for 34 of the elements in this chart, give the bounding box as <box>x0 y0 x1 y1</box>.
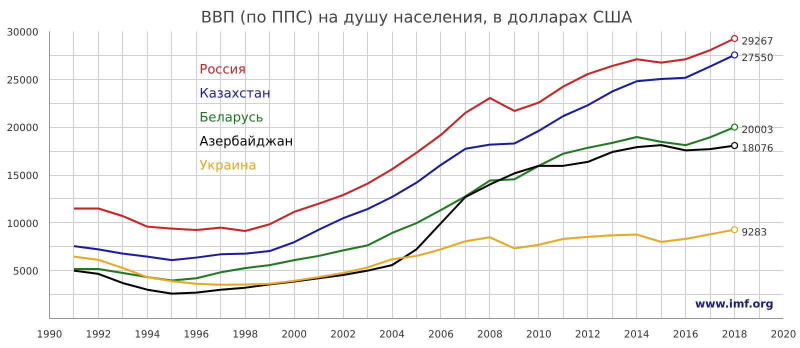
data-label: 20003 <box>742 125 774 136</box>
y-tick-label: 15000 <box>6 171 38 182</box>
y-tick-label: 20000 <box>6 123 38 134</box>
y-tick-label: 30000 <box>6 28 38 38</box>
x-tick-label: 2008 <box>477 330 503 340</box>
y-tick-label: 25000 <box>6 75 38 86</box>
x-tick-label: 2012 <box>575 330 600 340</box>
x-tick-label: 2000 <box>281 330 307 340</box>
x-tick-label: 1996 <box>184 330 210 340</box>
x-tick-label: 2010 <box>526 330 552 340</box>
data-label: 18076 <box>742 144 774 155</box>
x-tick-label: 2014 <box>624 330 650 340</box>
data-label: 9283 <box>742 228 768 239</box>
text: Казахстан <box>200 86 270 102</box>
annotation: www.imf.org <box>695 298 774 310</box>
y-tick-label: 10000 <box>6 218 38 230</box>
text: Украина <box>200 158 256 174</box>
x-tick-label: 2006 <box>428 330 454 340</box>
x-tick-label: 2002 <box>330 330 356 340</box>
x-tick-label: 2016 <box>672 330 698 340</box>
x-tick-label: 1998 <box>232 330 258 340</box>
x-tick-label: 2004 <box>379 330 405 340</box>
x-tick-label: 1992 <box>86 330 112 340</box>
data-label: 29267 <box>742 36 774 48</box>
x-tick-label: 1994 <box>134 330 160 340</box>
text: Азербайджан <box>200 134 294 150</box>
x-tick-label: 1990 <box>36 330 62 340</box>
x-tick-label: 2018 <box>722 330 748 340</box>
data-label: 27550 <box>742 52 774 64</box>
x-tick-label: 2020 <box>770 330 796 340</box>
chart-title: ВВП (по ППС) на душу населения, в долларах США <box>200 8 632 26</box>
text: Россия <box>200 62 246 78</box>
text: Беларусь <box>200 110 264 126</box>
y-tick-label: 5000 <box>13 266 39 278</box>
